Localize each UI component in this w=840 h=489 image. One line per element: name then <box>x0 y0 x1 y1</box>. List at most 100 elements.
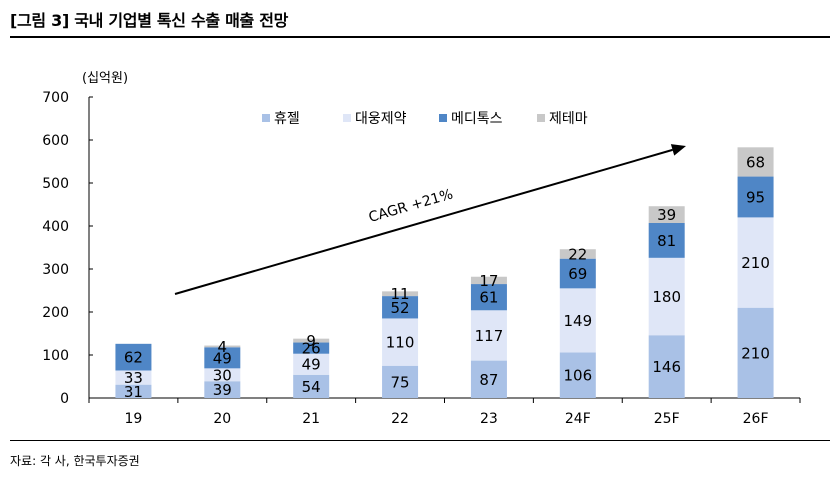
x-tick-label: 25F <box>654 411 680 427</box>
data-label: 26 <box>302 340 321 358</box>
bar-segment <box>204 368 241 382</box>
data-label: 146 <box>652 358 681 376</box>
x-tick-label: 24F <box>565 411 591 427</box>
x-tick-label: 19 <box>125 411 143 427</box>
data-label: 69 <box>568 265 587 283</box>
bar-segment <box>382 291 419 297</box>
bar-segment <box>648 222 685 258</box>
data-label: 62 <box>124 349 143 367</box>
bar-segment <box>293 338 330 343</box>
legend-label: 대웅제약 <box>355 111 407 127</box>
bar-segment <box>115 370 152 385</box>
x-tick-label: 26F <box>743 411 769 427</box>
data-label: 54 <box>302 378 321 396</box>
y-tick-label: 200 <box>42 305 69 321</box>
data-label: 180 <box>652 288 681 306</box>
x-tick-label: 21 <box>302 411 320 427</box>
data-label: 22 <box>568 245 587 263</box>
bar-segment <box>293 342 330 354</box>
legend-label: 메디톡스 <box>451 111 503 127</box>
bar-segment <box>382 318 419 366</box>
bar-segment <box>559 352 596 398</box>
y-tick-label: 100 <box>42 348 69 364</box>
bar-segment <box>115 343 152 371</box>
legend-label: 제테마 <box>549 111 588 127</box>
legend: 휴젤 대웅제약 메디톡스 제테마 <box>262 111 588 127</box>
data-label: 4 <box>218 338 228 356</box>
data-label: 9 <box>306 332 316 350</box>
data-label: 52 <box>391 299 410 317</box>
bar-segment <box>204 345 241 348</box>
bar-segment <box>204 347 241 369</box>
bar-segment <box>737 147 774 177</box>
data-label: 149 <box>563 312 592 330</box>
data-label: 39 <box>657 206 676 224</box>
data-label: 210 <box>741 344 770 362</box>
axis-layer: (십억원) 0 100 200 300 400 500 600 700 19 20 21 22 23 24F… <box>42 71 801 427</box>
data-label: 95 <box>746 188 765 206</box>
bar-segment <box>293 374 330 398</box>
data-label: 210 <box>741 254 770 272</box>
data-label: 75 <box>391 373 410 391</box>
legend-label: 휴젤 <box>274 111 300 127</box>
bar-segment <box>648 335 685 398</box>
data-label: 39 <box>213 381 232 399</box>
legend-swatch <box>262 114 270 122</box>
y-tick-label: 500 <box>42 176 69 192</box>
bar-segment <box>115 384 152 398</box>
bar-segment <box>737 217 774 308</box>
bar-segment <box>737 307 774 398</box>
figure-title: [그림 3] 국내 기업별 톡신 수출 매출 전망 <box>10 11 289 30</box>
data-label: 87 <box>479 371 498 389</box>
legend-swatch <box>537 114 545 122</box>
title-divider <box>10 36 830 38</box>
x-tick-label: 20 <box>213 411 231 427</box>
data-label: 33 <box>124 369 143 387</box>
data-label: 49 <box>302 356 321 374</box>
data-label: 117 <box>475 327 504 345</box>
cagr-arrow-line <box>174 148 673 295</box>
x-tick-label: 22 <box>391 411 409 427</box>
bar-segment <box>470 310 507 361</box>
bar-segment <box>204 381 241 398</box>
cagr-arrow-head <box>670 144 686 156</box>
bar-segment <box>648 206 685 223</box>
footer-divider <box>10 440 830 441</box>
data-labels-layer: 3133623930494544926975110521187117611710… <box>124 153 770 400</box>
data-label: 68 <box>746 153 765 171</box>
data-label: 61 <box>479 289 498 307</box>
legend-swatch <box>343 114 351 122</box>
y-tick-label: 700 <box>42 90 69 106</box>
bar-segment <box>559 249 596 259</box>
bar-segment <box>470 284 507 311</box>
data-label: 81 <box>657 232 676 250</box>
bar-segment <box>470 276 507 285</box>
bar-segment <box>382 296 419 319</box>
bar-segment <box>559 288 596 353</box>
stacked-bar-chart: (십억원) 0 100 200 300 400 500 600 700 19 20 21 22 23 24F… <box>42 71 801 427</box>
data-label: 30 <box>213 366 232 384</box>
y-tick-label: 400 <box>42 219 69 235</box>
source-note: 자료: 각 사, 한국투자증권 <box>10 454 140 468</box>
data-label: 49 <box>213 349 232 367</box>
data-label: 31 <box>124 383 143 401</box>
data-label: 11 <box>391 285 410 303</box>
x-tick-label: 23 <box>480 411 498 427</box>
bar-segment <box>559 258 596 289</box>
bars-layer <box>115 147 774 398</box>
data-label: 110 <box>386 334 415 352</box>
bar-segment <box>470 360 507 398</box>
y-tick-label: 600 <box>42 133 69 149</box>
y-axis-unit-label: (십억원) <box>82 71 128 86</box>
bar-segment <box>737 176 774 218</box>
bar-segment <box>648 257 685 336</box>
bar-segment <box>382 365 419 398</box>
cagr-annotation-label: CAGR +21% <box>367 186 455 226</box>
data-label: 17 <box>479 272 498 290</box>
y-tick-label: 300 <box>42 262 69 278</box>
y-tick-label: 0 <box>60 391 69 407</box>
bar-segment <box>293 353 330 375</box>
annotation-layer: CAGR +21% <box>174 144 686 295</box>
data-label: 106 <box>563 367 592 385</box>
legend-swatch <box>439 114 447 122</box>
